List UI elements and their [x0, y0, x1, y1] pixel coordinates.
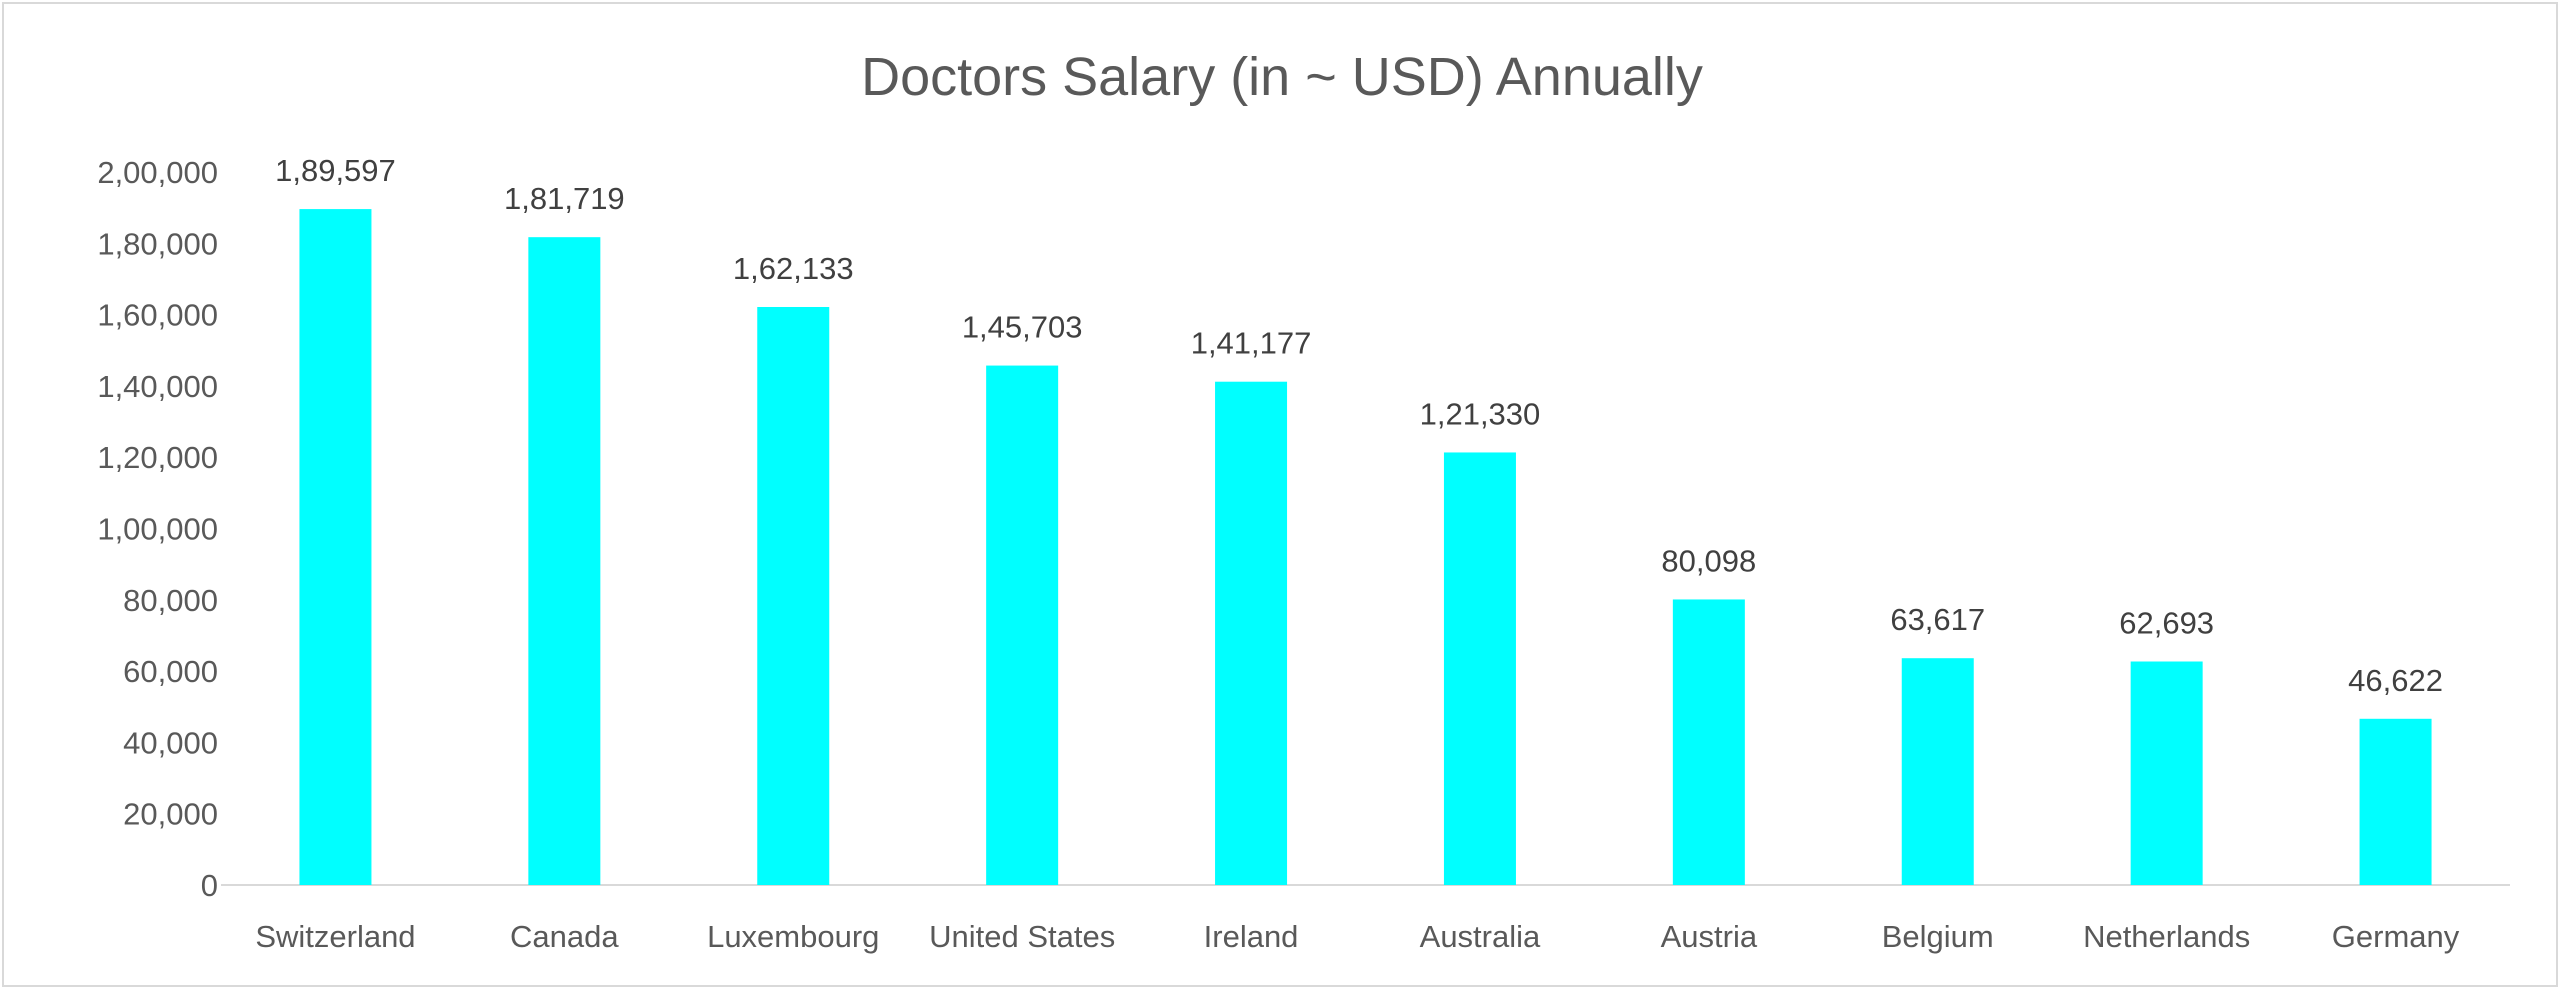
bar [1672, 599, 1745, 885]
x-tick-label: Switzerland [255, 919, 415, 954]
y-tick-label: 1,00,000 [97, 512, 218, 547]
data-label: 1,81,719 [504, 181, 625, 216]
y-tick-label: 2,00,000 [97, 155, 218, 190]
x-tick-label: Luxembourg [707, 919, 879, 954]
x-tick-label: Belgium [1882, 919, 1994, 954]
bar [1443, 452, 1516, 885]
bar [757, 306, 830, 885]
y-tick-label: 20,000 [123, 797, 218, 832]
x-tick-label: Netherlands [2083, 919, 2250, 954]
y-tick-label: 1,80,000 [97, 226, 218, 261]
data-label: 46,622 [2348, 663, 2443, 698]
x-tick-label: Ireland [1204, 919, 1299, 954]
bar [299, 209, 372, 886]
data-label: 1,41,177 [1191, 326, 1312, 361]
data-label: 1,62,133 [733, 251, 854, 286]
y-tick-label: 1,60,000 [97, 298, 218, 333]
bar [528, 237, 601, 886]
y-tick-label: 80,000 [123, 583, 218, 618]
x-tick-label: Austria [1661, 919, 1758, 954]
x-tick-label: Canada [510, 919, 619, 954]
data-label: 80,098 [1661, 543, 1756, 578]
x-tick-label: United States [929, 919, 1115, 954]
y-tick-label: 1,20,000 [97, 440, 218, 475]
y-tick-label: 60,000 [123, 654, 218, 689]
x-tick-label: Germany [2332, 919, 2460, 954]
data-label: 1,21,330 [1420, 396, 1541, 431]
y-tick-label: 0 [201, 868, 218, 903]
data-label: 63,617 [1890, 602, 1985, 637]
bar [986, 365, 1059, 885]
bar [2359, 718, 2432, 885]
data-label: 62,693 [2119, 605, 2214, 640]
data-label: 1,89,597 [275, 153, 396, 188]
y-tick-label: 1,40,000 [97, 369, 218, 404]
bar [1901, 658, 1974, 885]
chart-title: Doctors Salary (in ~ USD) Annually [861, 47, 1703, 107]
bar [1215, 381, 1288, 885]
bar [2130, 661, 2203, 885]
data-label: 1,45,703 [962, 310, 1083, 345]
x-tick-label: Australia [1420, 919, 1541, 954]
y-tick-label: 40,000 [123, 725, 218, 760]
